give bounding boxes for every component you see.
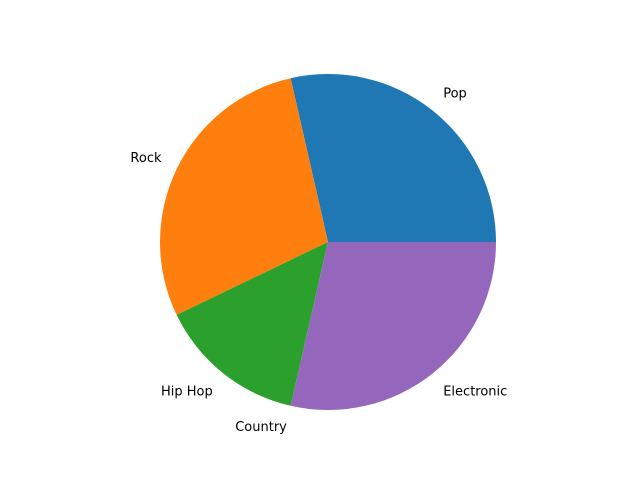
pie-label-pop: Pop bbox=[443, 87, 467, 102]
pie-label-country: Country bbox=[235, 420, 287, 435]
pie-slices bbox=[160, 73, 496, 411]
pie-label-rock: Rock bbox=[130, 151, 162, 166]
pie-label-hip-hop: Hip Hop bbox=[161, 384, 213, 399]
pie-slice-electronic bbox=[290, 242, 496, 411]
pie-label-electronic: Electronic bbox=[443, 384, 507, 399]
pie-slice-hip-hop bbox=[176, 242, 328, 406]
pie-labels: Pop Rock Hip Hop Country Electronic bbox=[130, 87, 507, 435]
pie-slice-rock bbox=[160, 78, 328, 315]
pie-slice-pop bbox=[290, 73, 496, 242]
